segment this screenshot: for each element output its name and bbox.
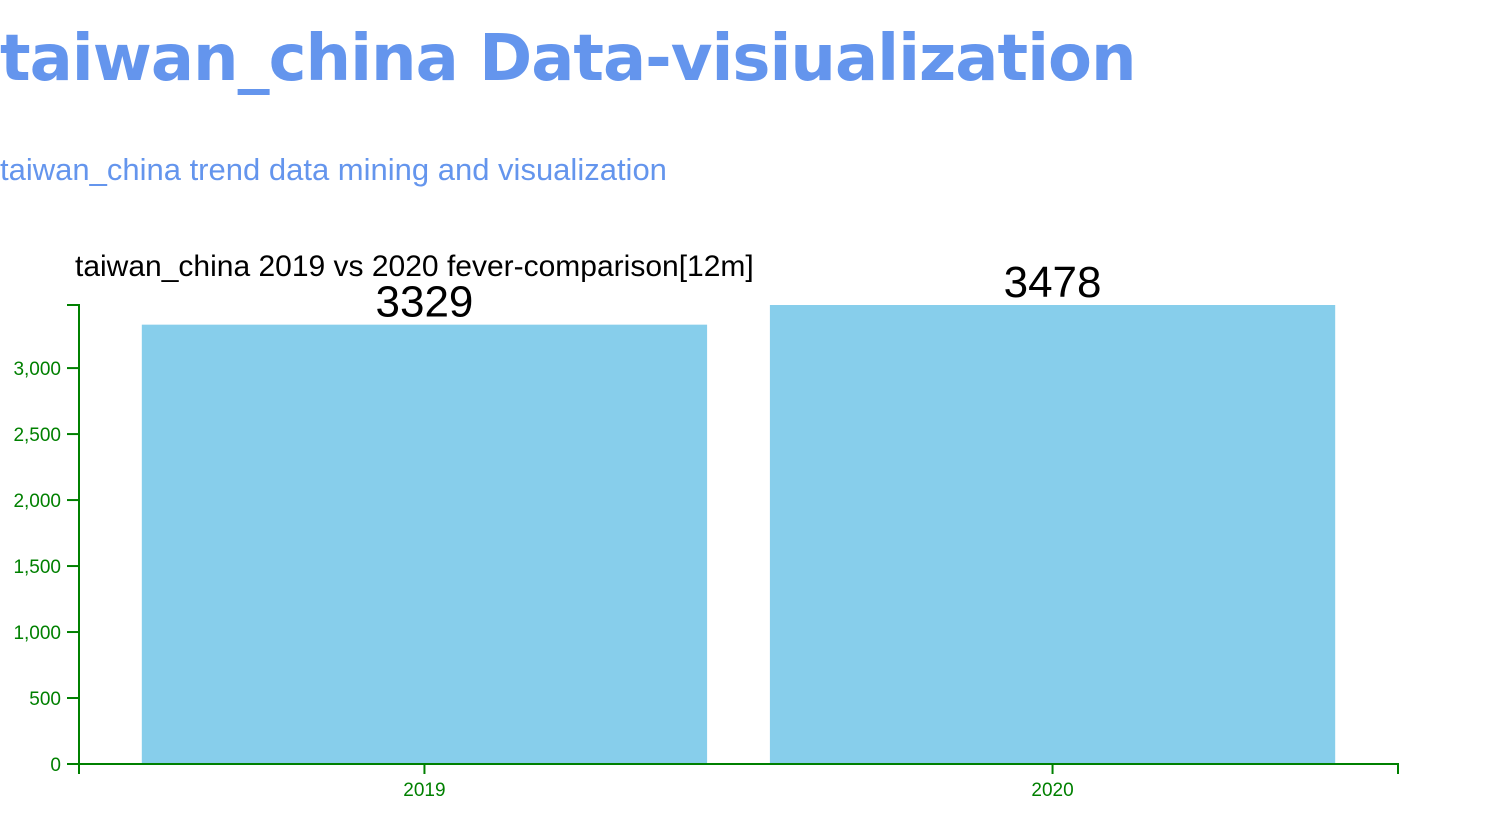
x-axis-line (78, 763, 1399, 774)
page-title: taiwan_china Data-visiualization (0, 22, 1137, 96)
y-axis-line (67, 304, 80, 765)
y-tick-label: 3,000 (13, 359, 61, 380)
bar-chart: taiwan_china 2019 vs 2020 fever-comparis… (13, 250, 1399, 801)
y-tick-label: 2,500 (13, 425, 61, 446)
x-tick-label: 2019 (403, 780, 445, 801)
y-tick-label: 1,500 (13, 557, 61, 578)
x-tick-label: 2020 (1031, 780, 1073, 801)
y-tick-label: 1,000 (13, 623, 61, 644)
x-axis: 2019 2020 (78, 763, 1399, 801)
y-tick-label: 0 (50, 755, 61, 776)
chart-container: taiwan_china 2019 vs 2020 fever-comparis… (0, 230, 1494, 830)
bar-2020 (769, 305, 1336, 764)
data-label-2019: 3329 (376, 278, 474, 327)
bars-layer (141, 305, 1336, 764)
y-tick-label: 500 (29, 689, 61, 710)
data-labels-layer: 3329 3478 (376, 258, 1102, 327)
data-label-2020: 3478 (1004, 258, 1102, 307)
y-tick-label: 2,000 (13, 491, 61, 512)
page-subtitle: taiwan_china trend data mining and visua… (0, 152, 667, 187)
y-axis: 0 500 1,000 1,500 2,000 2,500 3,000 (13, 304, 80, 776)
bar-2019 (141, 324, 708, 764)
chart-title: taiwan_china 2019 vs 2020 fever-comparis… (75, 250, 754, 283)
